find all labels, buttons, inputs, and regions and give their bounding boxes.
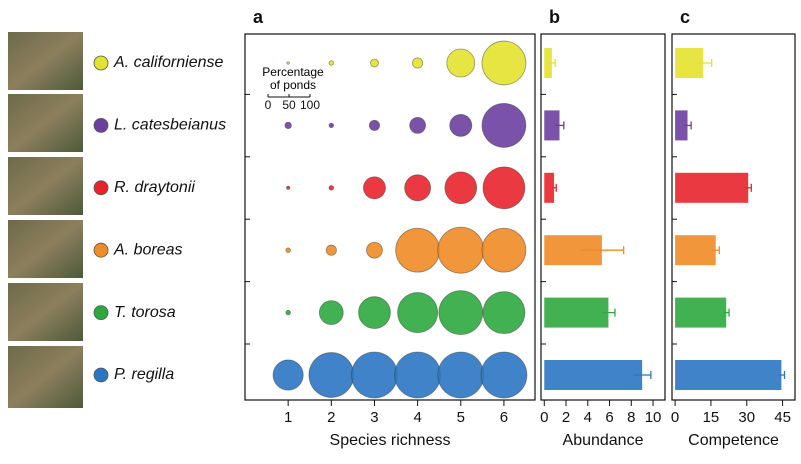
- x-tick-label: 30: [738, 409, 755, 426]
- bubble: [325, 244, 337, 256]
- bar: [675, 110, 688, 141]
- photo: [8, 283, 83, 341]
- bar: [544, 360, 643, 390]
- bubble: [481, 227, 527, 273]
- x-tick-label: 5: [457, 409, 465, 426]
- panel-label: a: [253, 7, 264, 27]
- legend-swatch: [93, 305, 109, 321]
- x-tick-label: 3: [370, 409, 378, 426]
- x-tick-label: 0: [671, 409, 679, 426]
- bubble: [437, 226, 485, 274]
- bubble: [482, 166, 526, 210]
- legend-swatch: [93, 180, 109, 196]
- bubble: [351, 351, 398, 399]
- panel-frame: [540, 33, 666, 401]
- x-tick-label: 45: [774, 409, 791, 426]
- bubble: [328, 60, 335, 66]
- bubble: [318, 300, 344, 325]
- photo: [8, 94, 83, 152]
- size-scale-label: 100: [300, 98, 320, 112]
- bubble: [328, 122, 335, 129]
- bar: [675, 172, 749, 203]
- bubble: [409, 117, 426, 134]
- bar: [544, 235, 602, 266]
- bubble: [482, 291, 526, 334]
- bubble: [438, 290, 484, 335]
- x-axis-label: Species richness: [330, 432, 451, 449]
- x-tick-label: 4: [584, 409, 592, 426]
- photo: [8, 157, 83, 215]
- size-legend-text: Percentage of ponds: [262, 66, 324, 92]
- photo: [8, 220, 83, 278]
- x-tick-label: 2: [327, 409, 335, 426]
- bubble: [444, 171, 478, 205]
- bubble: [358, 296, 391, 329]
- x-tick-label: 15: [703, 409, 720, 426]
- bubble: [285, 247, 291, 253]
- bubble: [397, 292, 439, 334]
- bubble: [449, 113, 473, 137]
- bubble: [370, 58, 379, 68]
- bubble: [368, 119, 381, 131]
- legend-swatch: [93, 367, 109, 383]
- bubble: [366, 241, 383, 259]
- x-tick-label: 4: [413, 409, 421, 426]
- legend-swatch: [93, 118, 109, 133]
- bubble: [308, 352, 355, 398]
- panel-frame: [244, 33, 536, 401]
- panel-label: b: [549, 7, 560, 27]
- bar: [544, 48, 552, 78]
- size-scale-label: 50: [282, 98, 296, 112]
- legend-swatch: [93, 242, 109, 258]
- bar: [675, 360, 782, 390]
- legend-label: T. torosa: [114, 304, 176, 321]
- x-tick-label: 10: [645, 409, 662, 426]
- x-tick-label: 6: [500, 409, 508, 426]
- bubble: [480, 351, 528, 399]
- bubble: [481, 40, 527, 86]
- panel-frame: [671, 33, 796, 401]
- bubble: [412, 57, 424, 69]
- x-tick-label: 1: [284, 409, 292, 426]
- legend-label: P. regilla: [114, 366, 174, 383]
- bar: [675, 235, 716, 266]
- photos: [8, 32, 83, 408]
- bubble: [363, 176, 386, 200]
- bubble: [286, 185, 291, 190]
- x-tick-label: 2: [562, 409, 570, 426]
- legend-label: L. catesbeianus: [114, 117, 226, 134]
- bar: [675, 48, 704, 78]
- bubble: [272, 359, 304, 391]
- bubble: [446, 48, 476, 78]
- bar: [675, 297, 727, 328]
- legend-swatch: [93, 55, 109, 71]
- photo: [8, 32, 83, 90]
- bar: [544, 172, 555, 203]
- size-legend-title: Percentage of ponds: [262, 66, 324, 92]
- bubble: [437, 351, 485, 399]
- bar: [544, 297, 609, 328]
- legend-label: R. draytonii: [114, 179, 195, 196]
- bubble: [404, 174, 432, 202]
- bar: [544, 110, 560, 141]
- bubble: [284, 121, 292, 130]
- x-tick-label: 6: [605, 409, 613, 426]
- legend-label: A. californiense: [113, 54, 223, 71]
- bubble: [328, 185, 335, 191]
- panel-label: c: [680, 7, 690, 27]
- bubble: [394, 351, 442, 399]
- size-scale-label: 0: [265, 98, 272, 112]
- bubble: [286, 61, 290, 65]
- x-axis-label: Competence: [688, 432, 779, 449]
- bubble: [285, 309, 291, 316]
- x-tick-label: 8: [627, 409, 635, 426]
- bubble: [481, 103, 527, 148]
- photo: [8, 346, 83, 408]
- x-tick-label: 0: [540, 409, 548, 426]
- x-axis-label: Abundance: [563, 432, 644, 449]
- bubble: [395, 227, 440, 273]
- legend-label: A. boreas: [113, 241, 182, 258]
